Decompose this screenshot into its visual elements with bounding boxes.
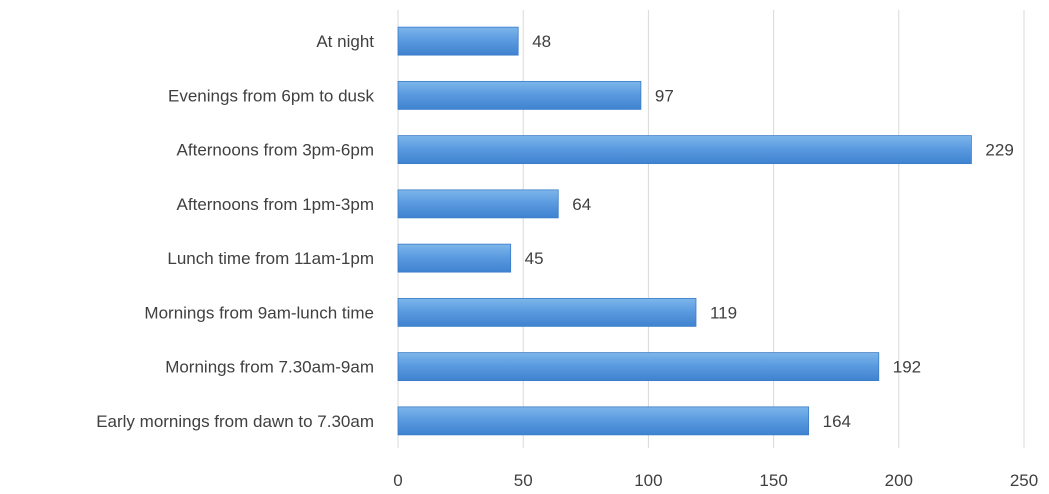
category-label: Mornings from 9am-lunch time xyxy=(144,303,374,322)
x-tick-label: 100 xyxy=(634,471,662,490)
x-tick-label: 200 xyxy=(885,471,913,490)
category-label: Early mornings from dawn to 7.30am xyxy=(96,412,374,431)
category-label: Mornings from 7.30am-9am xyxy=(165,358,374,377)
category-label: Afternoons from 1pm-3pm xyxy=(177,195,374,214)
x-tick-label: 150 xyxy=(759,471,787,490)
data-label: 97 xyxy=(655,86,674,105)
bar xyxy=(397,135,972,165)
bar xyxy=(397,352,880,382)
bars xyxy=(397,26,972,436)
category-label: Evenings from 6pm to dusk xyxy=(168,86,374,105)
bar xyxy=(397,26,519,56)
bar xyxy=(397,243,512,273)
data-label: 45 xyxy=(525,249,544,268)
data-label: 119 xyxy=(710,303,737,322)
data-labels: 48 97 229 64 45 119 192 164 xyxy=(525,32,1014,431)
data-label: 229 xyxy=(985,141,1013,160)
data-label: 64 xyxy=(572,195,591,214)
category-label: Afternoons from 3pm-6pm xyxy=(177,141,374,160)
x-tick-labels: 0 50 100 150 200 250 xyxy=(393,471,1038,490)
bar xyxy=(397,189,559,219)
x-tick-label: 250 xyxy=(1010,471,1038,490)
bar xyxy=(397,406,810,436)
bar xyxy=(397,297,697,327)
gridlines xyxy=(397,10,1025,448)
category-label: At night xyxy=(316,32,374,51)
category-label: Lunch time from 11am-1pm xyxy=(167,249,374,268)
x-tick-label: 0 xyxy=(393,471,402,490)
bar xyxy=(397,80,642,110)
data-label: 164 xyxy=(823,412,851,431)
category-labels: At night Evenings from 6pm to dusk Afterno… xyxy=(96,32,374,431)
data-label: 48 xyxy=(532,32,551,51)
data-label: 192 xyxy=(893,358,921,377)
x-tick-label: 50 xyxy=(514,471,533,490)
